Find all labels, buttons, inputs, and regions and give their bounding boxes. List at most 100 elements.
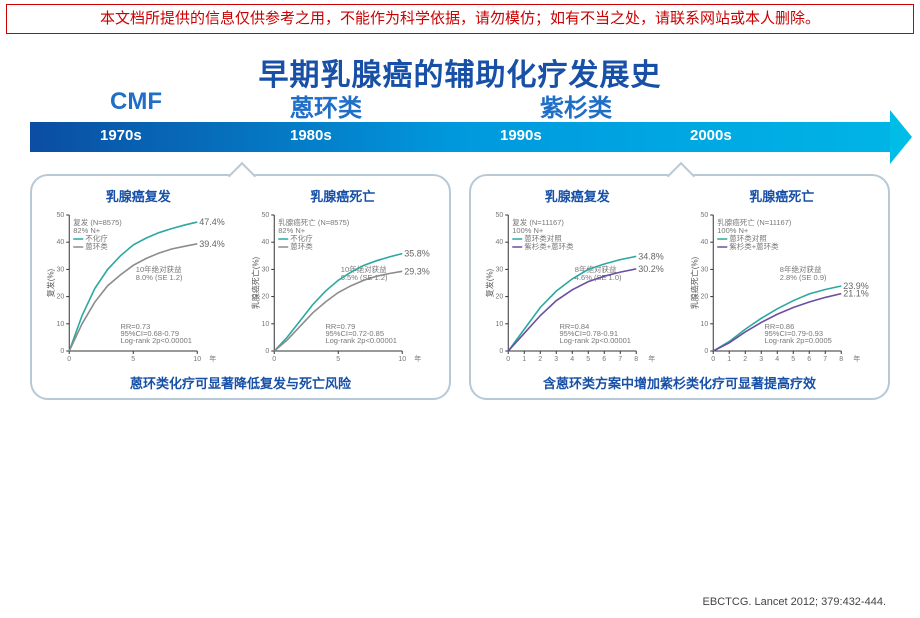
- chart-area: 01020304050012345678年乳腺癌死亡(%)乳腺癌死亡 (N=11…: [684, 209, 881, 369]
- svg-text:蒽环类: 蒽环类: [290, 241, 313, 251]
- chart: 乳腺癌死亡 01020304050012345678年乳腺癌死亡(%)乳腺癌死亡…: [684, 186, 881, 369]
- panel-taxane: 乳腺癌复发 01020304050012345678年复发(%)复发 (N=11…: [469, 174, 890, 400]
- svg-text:4: 4: [775, 356, 779, 363]
- svg-text:30: 30: [700, 267, 708, 274]
- era-label: 蒽环类: [290, 88, 362, 123]
- svg-text:50: 50: [261, 212, 269, 219]
- svg-text:30: 30: [261, 267, 269, 274]
- svg-text:34.8%: 34.8%: [638, 252, 664, 262]
- svg-text:3: 3: [759, 356, 763, 363]
- svg-text:8.0% (SE 1.2): 8.0% (SE 1.2): [136, 273, 183, 282]
- svg-text:10: 10: [398, 356, 406, 363]
- svg-text:紫杉类+蒽环类: 紫杉类+蒽环类: [729, 241, 779, 251]
- svg-text:35.8%: 35.8%: [404, 249, 430, 259]
- svg-text:10: 10: [261, 321, 269, 328]
- svg-text:0: 0: [272, 356, 276, 363]
- chart-svg: 010203040500510年复发(%)复发 (N=8575)82% N+不化…: [40, 209, 237, 369]
- chart-title: 乳腺癌死亡: [684, 186, 881, 205]
- svg-text:0: 0: [711, 356, 715, 363]
- svg-text:年: 年: [648, 354, 655, 363]
- svg-text:年: 年: [853, 354, 860, 363]
- svg-text:0: 0: [499, 348, 503, 355]
- svg-text:10: 10: [700, 321, 708, 328]
- panels-row: 乳腺癌复发 010203040500510年复发(%)复发 (N=8575)82…: [30, 174, 890, 400]
- chart-title: 乳腺癌死亡: [245, 186, 442, 205]
- chart-area: 010203040500510年复发(%)复发 (N=8575)82% N+不化…: [40, 209, 237, 369]
- chart-title: 乳腺癌复发: [479, 186, 676, 205]
- chart: 乳腺癌死亡 010203040500510年乳腺癌死亡(%)乳腺癌死亡 (N=8…: [245, 186, 442, 369]
- svg-text:20: 20: [261, 294, 269, 301]
- svg-text:50: 50: [700, 212, 708, 219]
- disclaimer-box: 本文档所提供的信息仅供参考之用，不能作为科学依据，请勿模仿；如有不当之处，请联系…: [6, 4, 914, 34]
- svg-text:21.1%: 21.1%: [843, 289, 869, 299]
- svg-text:乳腺癌死亡(%): 乳腺癌死亡(%): [689, 257, 699, 310]
- svg-text:蒽环类: 蒽环类: [85, 241, 108, 251]
- svg-text:紫杉类+蒽环类: 紫杉类+蒽环类: [524, 241, 574, 251]
- decade-label: 1970s: [100, 127, 142, 144]
- chart-area: 010203040500510年乳腺癌死亡(%)乳腺癌死亡 (N=8575)82…: [245, 209, 442, 369]
- svg-text:29.3%: 29.3%: [404, 267, 430, 277]
- chart-area: 01020304050012345678年复发(%)复发 (N=11167)10…: [479, 209, 676, 369]
- era-label: 紫杉类: [540, 88, 612, 123]
- svg-text:0: 0: [704, 348, 708, 355]
- svg-text:年: 年: [209, 354, 216, 363]
- svg-text:4: 4: [570, 356, 574, 363]
- svg-text:50: 50: [495, 212, 503, 219]
- svg-text:Log-rank 2p<0.00001: Log-rank 2p<0.00001: [325, 336, 397, 345]
- svg-text:乳腺癌死亡(%): 乳腺癌死亡(%): [250, 257, 260, 310]
- svg-text:10: 10: [56, 321, 64, 328]
- svg-text:8: 8: [634, 356, 638, 363]
- svg-text:20: 20: [700, 294, 708, 301]
- svg-text:30.2%: 30.2%: [638, 264, 664, 274]
- svg-text:6: 6: [807, 356, 811, 363]
- svg-text:10: 10: [495, 321, 503, 328]
- svg-text:20: 20: [495, 294, 503, 301]
- svg-text:10: 10: [193, 356, 201, 363]
- era-label: CMF: [110, 88, 162, 116]
- svg-text:30: 30: [56, 267, 64, 274]
- svg-text:复发(%): 复发(%): [484, 269, 494, 298]
- svg-text:1: 1: [727, 356, 731, 363]
- svg-text:5: 5: [336, 356, 340, 363]
- svg-text:2: 2: [538, 356, 542, 363]
- svg-text:2: 2: [743, 356, 747, 363]
- decade-label: 1980s: [290, 127, 332, 144]
- svg-text:Log-rank 2p=0.0005: Log-rank 2p=0.0005: [764, 336, 831, 345]
- svg-text:Log-rank 2p<0.00001: Log-rank 2p<0.00001: [559, 336, 631, 345]
- panel-caption: 蒽环类化疗可显著降低复发与死亡风险: [40, 373, 441, 392]
- timeline: CMF蒽环类紫杉类 1970s1980s1990s2000s: [30, 122, 890, 152]
- svg-text:5: 5: [791, 356, 795, 363]
- svg-text:0: 0: [67, 356, 71, 363]
- chart: 乳腺癌复发 01020304050012345678年复发(%)复发 (N=11…: [479, 186, 676, 369]
- chart-title: 乳腺癌复发: [40, 186, 237, 205]
- panel-anthracycline: 乳腺癌复发 010203040500510年复发(%)复发 (N=8575)82…: [30, 174, 451, 400]
- svg-text:8: 8: [839, 356, 843, 363]
- svg-text:47.4%: 47.4%: [199, 217, 225, 227]
- decade-labels: 1970s1980s1990s2000s: [30, 122, 890, 152]
- chart: 乳腺癌复发 010203040500510年复发(%)复发 (N=8575)82…: [40, 186, 237, 369]
- panel-caption: 含蒽环类方案中增加紫杉类化疗可显著提高疗效: [479, 373, 880, 392]
- svg-text:40: 40: [261, 239, 269, 246]
- svg-text:5: 5: [131, 356, 135, 363]
- svg-text:30: 30: [495, 267, 503, 274]
- svg-text:20: 20: [56, 294, 64, 301]
- svg-text:40: 40: [56, 239, 64, 246]
- chart-svg: 010203040500510年乳腺癌死亡(%)乳腺癌死亡 (N=8575)82…: [245, 209, 442, 369]
- svg-text:Log-rank 2p<0.00001: Log-rank 2p<0.00001: [120, 336, 192, 345]
- citation: EBCTCG. Lancet 2012; 379:432-444.: [703, 596, 886, 608]
- timeline-arrow: 1970s1980s1990s2000s: [30, 122, 890, 152]
- svg-text:复发(%): 复发(%): [45, 269, 55, 298]
- svg-text:0: 0: [265, 348, 269, 355]
- svg-text:年: 年: [414, 354, 421, 363]
- svg-text:50: 50: [56, 212, 64, 219]
- svg-text:2.8% (SE 0.9): 2.8% (SE 0.9): [779, 273, 826, 282]
- svg-text:39.4%: 39.4%: [199, 239, 225, 249]
- svg-text:7: 7: [618, 356, 622, 363]
- svg-text:7: 7: [823, 356, 827, 363]
- svg-text:40: 40: [495, 239, 503, 246]
- svg-text:5: 5: [586, 356, 590, 363]
- svg-text:0: 0: [506, 356, 510, 363]
- svg-text:40: 40: [700, 239, 708, 246]
- svg-text:0: 0: [60, 348, 64, 355]
- svg-text:6: 6: [602, 356, 606, 363]
